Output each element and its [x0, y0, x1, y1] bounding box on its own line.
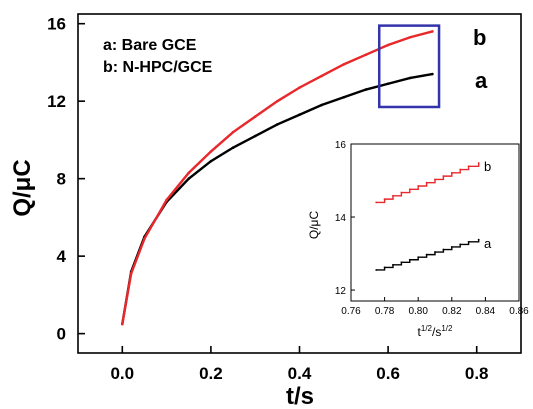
y-tick-label: 14 [335, 213, 347, 224]
main-series-group [121, 30, 434, 326]
inset-background [307, 144, 519, 304]
y-tick-label: 0 [57, 325, 66, 344]
data-point-a [467, 240, 470, 243]
data-point-b [276, 99, 279, 103]
data-point-b [442, 175, 445, 178]
data-point-a [386, 82, 390, 86]
highlight-box [377, 24, 441, 109]
data-point-a [364, 88, 368, 91]
data-point-a [425, 253, 428, 256]
y-tick-label: 12 [335, 286, 347, 297]
data-point-b [434, 178, 436, 181]
legend-entry-a: a: Bare GCE [103, 37, 197, 54]
inset-y-axis-title: Q/μC [307, 211, 321, 240]
y-tick-label: 16 [47, 15, 66, 34]
data-point-b [129, 272, 133, 275]
data-point-a [417, 256, 420, 259]
data-point-b [121, 322, 124, 326]
data-point-b [253, 115, 257, 118]
data-point-a [459, 243, 462, 246]
inset-x-axis-title: t1/2/s1/2 [418, 324, 453, 339]
data-point-b [375, 201, 378, 204]
data-point-a [434, 251, 436, 253]
data-point-b [143, 237, 146, 241]
inset-axis-ticks: 0.76 0.78 0.80 0.82 0.84 0.86 12 14 16 [335, 140, 529, 317]
data-point-b [320, 74, 323, 78]
x-tick-label: 0.76 [341, 306, 361, 317]
inset-curve-label-b: b [484, 159, 491, 174]
data-point-a [477, 238, 480, 241]
curve-label-b: b [473, 25, 486, 50]
curve-label-a: a [475, 68, 488, 93]
inset-plot-frame [350, 143, 520, 302]
main-x-axis-title: t/s [286, 383, 314, 409]
data-point-a [342, 95, 346, 99]
data-point-b [408, 35, 412, 39]
data-point-b [477, 162, 480, 164]
data-point-b [298, 86, 301, 89]
data-point-b [209, 150, 213, 153]
y-tick-label: 12 [47, 92, 66, 111]
data-point-b [383, 198, 386, 201]
inset-series-group [375, 162, 480, 271]
data-point-a [298, 113, 301, 117]
x-tick-label: 0.82 [442, 306, 462, 317]
data-point-a [231, 146, 235, 149]
data-point-a [276, 123, 279, 126]
data-point-b [459, 168, 462, 171]
data-point-a [400, 261, 403, 264]
y-tick-label: 8 [57, 170, 66, 189]
data-point-b [231, 130, 235, 134]
data-point-b [400, 191, 403, 194]
data-point-a [408, 76, 412, 80]
data-point-b [386, 43, 390, 47]
x-tick-label: 0.4 [288, 364, 312, 383]
data-point-b [165, 198, 168, 202]
data-point-a [383, 266, 386, 269]
x-tick-label: 0.78 [375, 306, 395, 317]
y-tick-label: 4 [57, 247, 67, 266]
inset-curve-label-a: a [484, 236, 492, 251]
data-point-b [467, 165, 470, 168]
y-tick-label: 16 [335, 140, 347, 151]
data-point-a [187, 177, 191, 180]
data-point-a [442, 248, 445, 251]
data-point-a [320, 103, 323, 107]
x-tick-label: 0.2 [199, 364, 223, 383]
data-point-a [431, 72, 434, 76]
data-point-a [375, 269, 378, 271]
data-point-b [425, 181, 428, 184]
data-point-b [450, 171, 453, 174]
data-point-b [392, 194, 394, 197]
data-point-a [392, 263, 394, 266]
data-point-b [342, 63, 346, 66]
data-point-b [408, 188, 411, 191]
x-tick-label: 0.84 [476, 306, 496, 317]
data-point-b [431, 30, 434, 33]
x-tick-label: 0.86 [509, 306, 529, 317]
data-point-a [450, 246, 453, 248]
x-tick-label: 0.80 [408, 306, 428, 317]
legend-entry-b: b: N-HPC/GCE [103, 59, 213, 76]
data-point-a [253, 134, 257, 138]
data-point-b [187, 171, 191, 175]
data-point-b [364, 53, 368, 56]
x-tick-label: 0.6 [376, 364, 400, 383]
x-tick-label: 0.0 [110, 364, 134, 383]
data-point-a [209, 159, 213, 163]
series-line-b [121, 30, 433, 325]
x-tick-label: 0.8 [465, 364, 489, 383]
data-point-b [417, 185, 420, 187]
main-y-axis-title: Q/μC [9, 159, 36, 216]
data-point-a [408, 258, 411, 261]
